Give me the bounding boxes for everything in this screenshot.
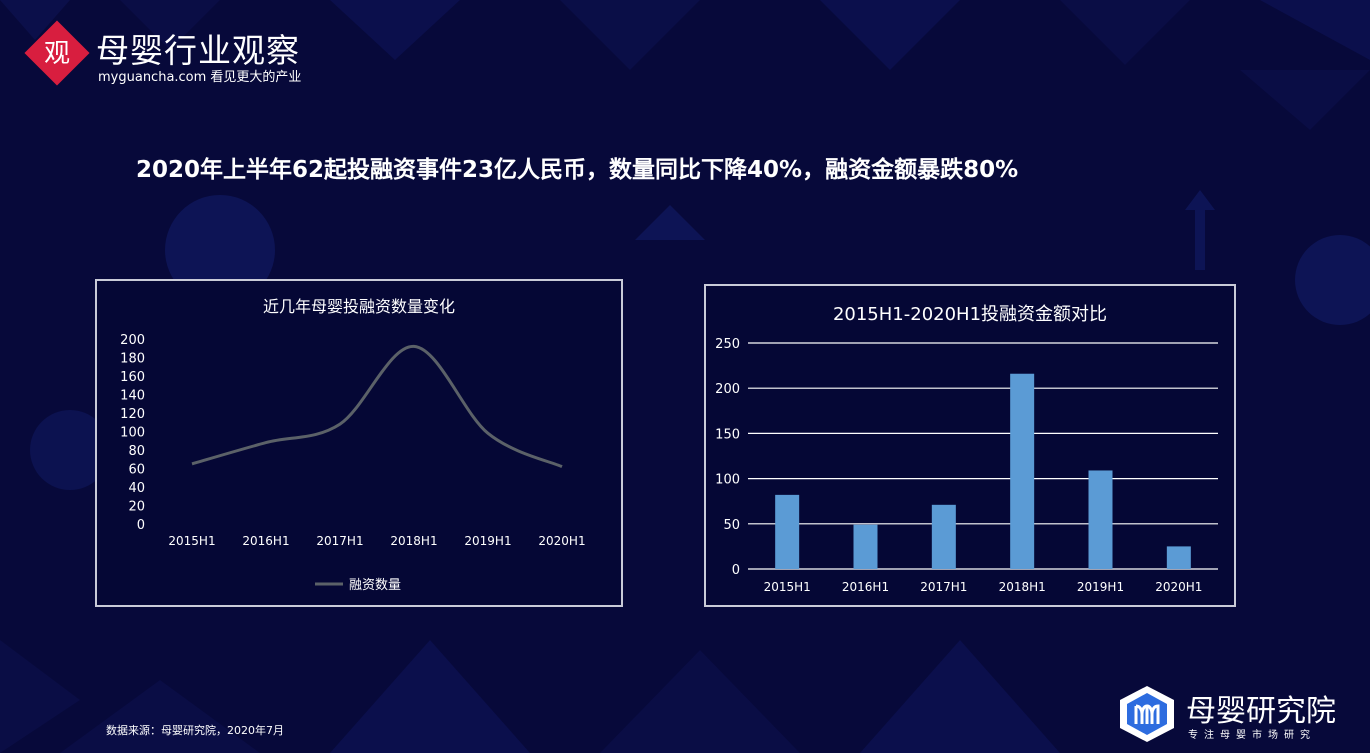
- bar-y-tick: 200: [715, 382, 740, 397]
- bar-2016H1: [853, 524, 878, 569]
- institute-hex-icon: [1120, 686, 1174, 742]
- line-y-tick: 40: [128, 481, 145, 496]
- institute-name: 母婴研究院: [1186, 694, 1336, 729]
- data-source-note: 数据来源：母婴研究院，2020年7月: [106, 724, 284, 737]
- line-y-tick: 0: [137, 518, 145, 533]
- bar-2018H1: [1010, 373, 1035, 569]
- bar-y-tick: 150: [715, 427, 740, 442]
- line-chart-title: 近几年母婴投融资数量变化: [262, 297, 455, 316]
- line-series-path: [191, 344, 563, 469]
- bar-x-tick: 2018H1: [999, 580, 1046, 594]
- line-x-tick: 2019H1: [464, 534, 511, 548]
- brand-url: myguancha.com 看见更大的产业: [98, 70, 302, 85]
- brand-logo: 观 母婴行业观察 myguancha.com 看见更大的产业: [24, 20, 356, 90]
- line-y-tick: 100: [120, 426, 145, 441]
- line-y-tick: 60: [128, 463, 145, 478]
- line-x-tick: 2016H1: [242, 534, 289, 548]
- line-x-tick: 2015H1: [168, 534, 215, 548]
- line-y-tick: 180: [120, 352, 145, 367]
- bar-2019H1: [1088, 470, 1113, 569]
- institute-logo: 母婴研究院 专注母婴市场研究: [1112, 680, 1362, 746]
- line-chart-panel: 近几年母婴投融资数量变化 0 20 40 60 80 100 120 140 160 180 200…: [95, 279, 623, 607]
- line-x-tick: 2020H1: [538, 534, 585, 548]
- line-x-tick: 2018H1: [390, 534, 437, 548]
- bar-y-tick: 50: [723, 518, 740, 533]
- bar-chart-title: 2015H1-2020H1投融资金额对比: [832, 304, 1108, 325]
- line-y-tick: 80: [128, 444, 145, 459]
- bar-y-tick: 100: [715, 473, 740, 488]
- bar-x-tick: 2020H1: [1155, 580, 1202, 594]
- line-y-tick: 20: [128, 500, 145, 515]
- bar-x-tick: 2015H1: [764, 580, 811, 594]
- bar-2020H1: [1166, 546, 1191, 569]
- line-y-tick: 140: [120, 389, 145, 404]
- brand-glyph: 观: [43, 39, 70, 69]
- bar-y-tick: 250: [715, 337, 740, 352]
- bar-2015H1: [775, 494, 800, 569]
- institute-subtitle: 专注母婴市场研究: [1188, 730, 1316, 741]
- line-y-tick: 120: [120, 407, 145, 422]
- bar-x-tick: 2016H1: [842, 580, 889, 594]
- line-chart: 0 20 40 60 80 100 120 140 160 180 200 2015H1 2016H1 2…: [120, 333, 585, 593]
- line-y-tick: 160: [120, 370, 145, 385]
- bar-2017H1: [931, 504, 956, 569]
- bar-chart-panel: 2015H1-2020H1投融资金额对比 0 50 100 150 200 250 2015…: [704, 284, 1236, 607]
- line-legend-label: 融资数量: [349, 578, 401, 593]
- line-y-tick: 200: [120, 333, 145, 348]
- page-headline: 2020年上半年62起投融资事件23亿人民币，数量同比下降40%，融资金额暴跌8…: [136, 157, 1019, 183]
- bar-x-tick: 2017H1: [920, 580, 967, 594]
- line-x-tick: 2017H1: [316, 534, 363, 548]
- bar-x-tick: 2019H1: [1077, 580, 1124, 594]
- brand-name: 母婴行业观察: [96, 31, 300, 70]
- bar-chart: 0 50 100 150 200 250 2015H1 2016H1 2017H1 2018H1 2…: [715, 337, 1218, 594]
- bar-y-tick: 0: [732, 563, 740, 578]
